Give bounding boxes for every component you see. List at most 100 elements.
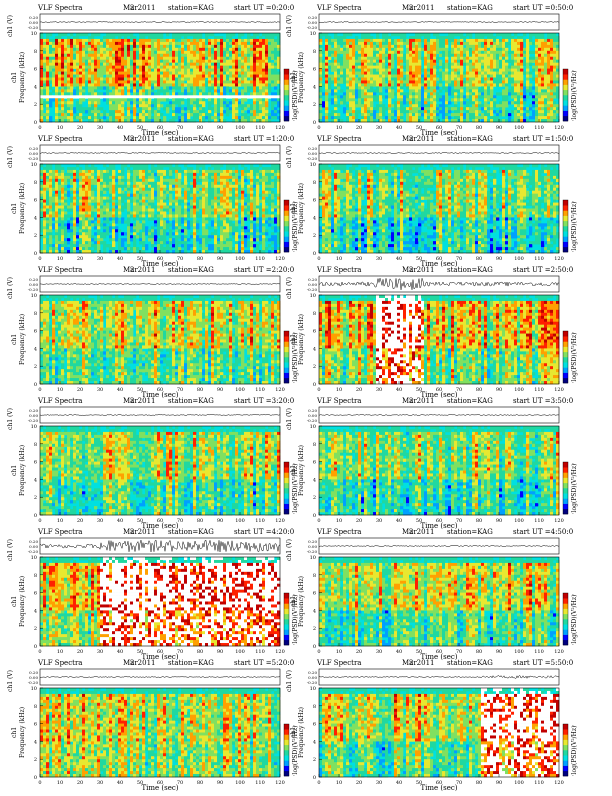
spectrogram-cell xyxy=(88,232,91,235)
spectrogram-cell xyxy=(52,95,55,98)
time-tick-label: 0 xyxy=(38,125,41,131)
spectrogram-cell xyxy=(355,48,358,51)
spectrogram-cell xyxy=(346,63,349,66)
spectrogram-cell xyxy=(490,42,493,45)
spectrogram-cell xyxy=(148,51,151,54)
spectrogram-cell xyxy=(355,63,358,66)
spectrogram-cell xyxy=(169,78,172,81)
spectrogram-cell xyxy=(112,63,115,66)
spectrogram-cell xyxy=(478,78,481,81)
spectrogram-cell xyxy=(79,86,82,89)
spectrogram-cell xyxy=(388,95,391,98)
spectrogram-cell xyxy=(103,226,106,229)
spectrogram-cell xyxy=(139,48,142,51)
spectrogram-cell xyxy=(148,95,151,98)
spectrogram-cell xyxy=(436,83,439,86)
spectrogram-cell xyxy=(223,75,226,78)
spectrogram-cell xyxy=(46,226,49,229)
spectrogram-cell xyxy=(265,72,268,75)
spectrogram-cell xyxy=(172,54,175,57)
spectrogram-cell xyxy=(151,78,154,81)
spectrogram-cell xyxy=(100,241,103,244)
spectrogram-cell xyxy=(112,116,115,119)
spectrogram-cell xyxy=(97,45,100,48)
spectrogram-cell xyxy=(358,42,361,45)
spectrogram-cell xyxy=(118,80,121,83)
spectrogram-cell xyxy=(538,104,541,107)
spectrogram-cell xyxy=(46,101,49,104)
spectrogram-cell xyxy=(445,107,448,110)
spectrogram-cell xyxy=(253,83,256,86)
spectrogram-cell xyxy=(109,72,112,75)
spectrogram-cell xyxy=(259,95,262,98)
spectrogram-cell xyxy=(517,89,520,92)
spectrogram-cell xyxy=(352,69,355,72)
spectrogram-cell xyxy=(256,107,259,110)
spectrogram-cell xyxy=(433,51,436,54)
spectrogram-cell xyxy=(250,69,253,72)
spectrogram-cell xyxy=(388,54,391,57)
spectrogram-cell xyxy=(91,197,94,200)
spectrogram-cell xyxy=(196,33,199,36)
spectrogram-cell xyxy=(436,72,439,75)
spectrogram-cell xyxy=(127,78,130,81)
spectrogram-cell xyxy=(226,107,229,110)
spectrogram-cell xyxy=(190,107,193,110)
spectrogram-cell xyxy=(526,54,529,57)
spectrogram-cell xyxy=(103,188,106,191)
spectrogram-cell xyxy=(79,206,82,209)
spectrogram-cell xyxy=(43,170,46,173)
spectrogram-cell xyxy=(211,101,214,104)
spectrogram-cell xyxy=(73,83,76,86)
spectrogram-cell xyxy=(103,247,106,250)
spectrogram-cell xyxy=(271,72,274,75)
spectrogram-cell xyxy=(181,80,184,83)
spectrogram-cell xyxy=(358,51,361,54)
spectrogram-cell xyxy=(121,54,124,57)
spectrogram-cell xyxy=(427,57,430,60)
spectrogram-cell xyxy=(79,182,82,185)
spectrogram-cell xyxy=(388,113,391,116)
spectrogram-cell xyxy=(94,92,97,95)
spectrogram-cell xyxy=(457,63,460,66)
spectrogram-cell xyxy=(214,45,217,48)
spectrogram-cell xyxy=(379,83,382,86)
spectrogram-cell xyxy=(415,42,418,45)
spectrogram-cell xyxy=(268,116,271,119)
spectrogram-cell xyxy=(40,78,43,81)
spectrogram-cell xyxy=(103,217,106,220)
spectrogram-cell xyxy=(409,45,412,48)
spectrogram-cell xyxy=(133,98,136,101)
spectrogram-cell xyxy=(148,39,151,42)
spectrogram-cell xyxy=(532,42,535,45)
spectrogram-cell xyxy=(379,45,382,48)
spectrogram-cell xyxy=(55,173,58,176)
spectrogram-cell xyxy=(145,66,148,69)
spectrogram-cell xyxy=(130,48,133,51)
spectrogram-cell xyxy=(550,57,553,60)
spectrogram-cell xyxy=(43,86,46,89)
spectrogram-cell xyxy=(112,42,115,45)
spectrogram-cell xyxy=(166,107,169,110)
spectrogram-cell xyxy=(253,80,256,83)
spectrogram-cell xyxy=(541,66,544,69)
spectrogram-cell xyxy=(232,116,235,119)
spectrogram-cell xyxy=(535,95,538,98)
spectrogram-cell xyxy=(409,75,412,78)
spectrogram-cell xyxy=(475,42,478,45)
spectrogram-cell xyxy=(49,176,52,179)
spectrogram-cell xyxy=(274,63,277,66)
spectrogram-cell xyxy=(430,75,433,78)
spectrogram-cell xyxy=(265,78,268,81)
spectrogram-cell xyxy=(520,107,523,110)
spectrogram-cell xyxy=(151,36,154,39)
spectrogram-cell xyxy=(550,75,553,78)
spectrogram-cell xyxy=(199,95,202,98)
spectrogram-cell xyxy=(91,60,94,63)
spectrogram-cell xyxy=(433,33,436,36)
spectrogram-cell xyxy=(76,36,79,39)
spectrogram-cell xyxy=(175,33,178,36)
spectrogram-cell xyxy=(232,63,235,66)
spectrogram-cell xyxy=(547,75,550,78)
spectrogram-cell xyxy=(328,89,331,92)
